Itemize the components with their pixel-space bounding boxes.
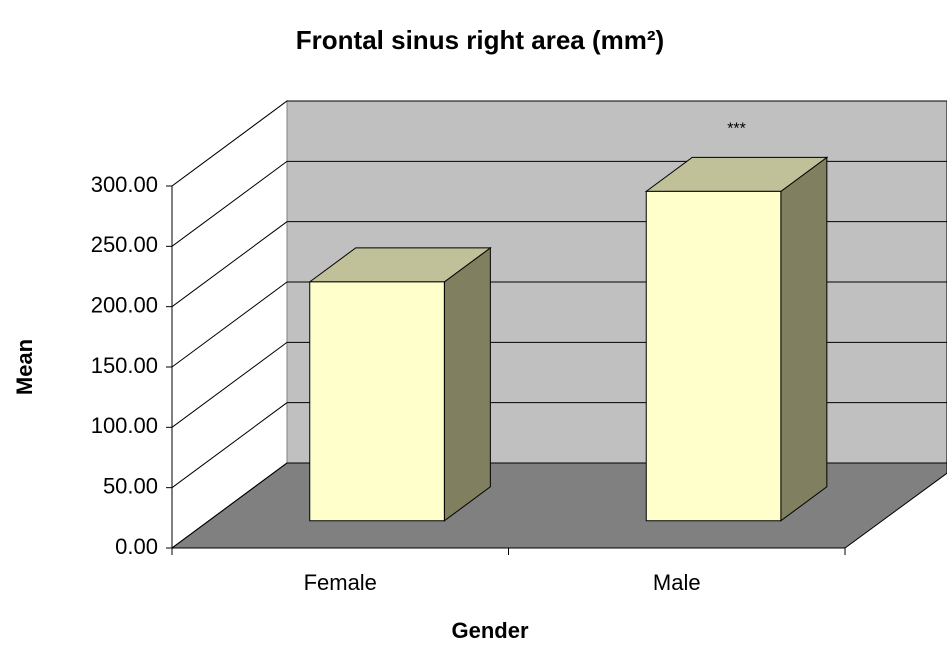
y-tick-label: 300.00: [91, 172, 158, 197]
y-axis-label: Mean: [12, 339, 37, 395]
bar-side: [780, 156, 828, 522]
y-tick-label: 200.00: [91, 292, 158, 317]
bar-front: [309, 281, 445, 522]
bar-front: [645, 190, 782, 522]
x-axis-label: Gender: [451, 618, 528, 643]
y-tick-label: 100.00: [91, 413, 158, 438]
y-tick-label: 0.00: [115, 534, 158, 559]
y-tick-label: 50.00: [103, 473, 158, 498]
annotation: ***: [727, 121, 746, 138]
y-tick-label: 250.00: [91, 232, 158, 257]
bar: [308, 246, 492, 522]
bar: [644, 156, 829, 522]
y-tick-label: 150.00: [91, 353, 158, 378]
chart-title: Frontal sinus right area (mm²): [296, 25, 664, 55]
bar-side: [443, 246, 491, 522]
floor: [170, 462, 947, 549]
x-tick-label: Male: [653, 570, 701, 595]
grid-line: [171, 100, 947, 187]
x-tick-label: Female: [304, 570, 377, 595]
